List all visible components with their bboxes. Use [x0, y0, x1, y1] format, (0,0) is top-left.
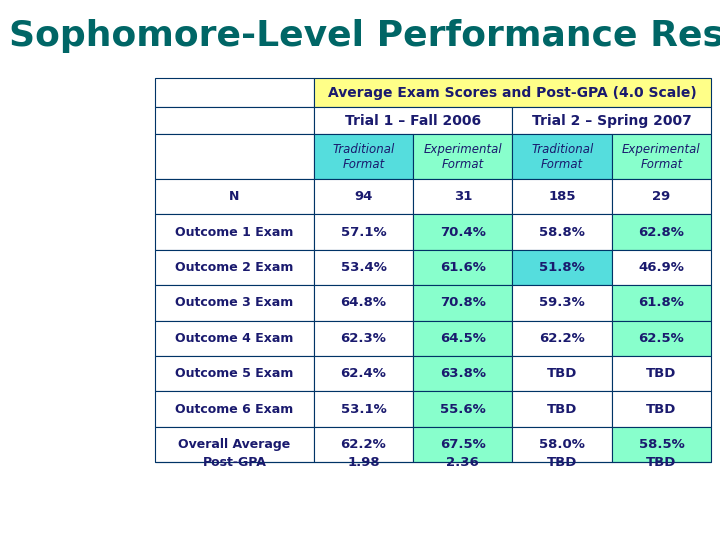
Text: Outcome 5 Exam: Outcome 5 Exam	[175, 367, 294, 380]
Text: 55.6%: 55.6%	[440, 403, 486, 416]
Text: 61.6%: 61.6%	[440, 261, 486, 274]
Text: 62.8%: 62.8%	[639, 226, 685, 239]
Text: TBD: TBD	[547, 456, 577, 469]
Text: TBD: TBD	[547, 367, 577, 380]
Text: 31: 31	[454, 190, 472, 203]
Text: 58.5%: 58.5%	[639, 438, 684, 451]
Text: Outcome 2 Exam: Outcome 2 Exam	[175, 261, 294, 274]
Text: Experimental
Format: Experimental Format	[423, 143, 502, 171]
Text: 51.8%: 51.8%	[539, 261, 585, 274]
Text: Experimental
Format: Experimental Format	[622, 143, 701, 171]
Text: Sophomore-Level Performance Results: Sophomore-Level Performance Results	[9, 19, 720, 53]
Text: 29: 29	[652, 190, 670, 203]
Text: 59.3%: 59.3%	[539, 296, 585, 309]
Text: Traditional
Format: Traditional Format	[333, 143, 395, 171]
Text: 70.8%: 70.8%	[440, 296, 486, 309]
Text: Outcome 4 Exam: Outcome 4 Exam	[175, 332, 294, 345]
Text: N: N	[229, 190, 240, 203]
Text: Outcome 6 Exam: Outcome 6 Exam	[175, 403, 294, 416]
Text: 70.4%: 70.4%	[440, 226, 486, 239]
Text: Traditional
Format: Traditional Format	[531, 143, 593, 171]
Text: 62.5%: 62.5%	[639, 332, 684, 345]
Text: 64.8%: 64.8%	[341, 296, 387, 309]
Text: 2.36: 2.36	[446, 456, 480, 469]
Text: 58.8%: 58.8%	[539, 226, 585, 239]
Text: Overall Average: Overall Average	[178, 438, 290, 451]
Text: Average Exam Scores and Post-GPA (4.0 Scale): Average Exam Scores and Post-GPA (4.0 Sc…	[328, 86, 697, 100]
Text: 53.4%: 53.4%	[341, 261, 387, 274]
Text: 53.1%: 53.1%	[341, 403, 387, 416]
Text: 64.5%: 64.5%	[440, 332, 486, 345]
Text: 58.0%: 58.0%	[539, 438, 585, 451]
Text: 94: 94	[354, 190, 373, 203]
Text: 57.1%: 57.1%	[341, 226, 387, 239]
Text: TBD: TBD	[647, 367, 677, 380]
Text: 62.2%: 62.2%	[539, 332, 585, 345]
Text: 67.5%: 67.5%	[440, 438, 486, 451]
Text: 62.3%: 62.3%	[341, 332, 387, 345]
Text: Post-GPA: Post-GPA	[202, 456, 266, 469]
Text: TBD: TBD	[647, 456, 677, 469]
Text: Trial 1 – Fall 2006: Trial 1 – Fall 2006	[345, 114, 481, 128]
Text: 185: 185	[549, 190, 576, 203]
Text: TBD: TBD	[547, 403, 577, 416]
Text: TBD: TBD	[647, 403, 677, 416]
Text: Outcome 3 Exam: Outcome 3 Exam	[175, 296, 294, 309]
Text: 1.98: 1.98	[347, 456, 380, 469]
Text: 63.8%: 63.8%	[440, 367, 486, 380]
Text: Outcome 1 Exam: Outcome 1 Exam	[175, 226, 294, 239]
Text: 61.8%: 61.8%	[639, 296, 685, 309]
Text: Trial 2 – Spring 2007: Trial 2 – Spring 2007	[532, 114, 692, 128]
Text: 62.4%: 62.4%	[341, 367, 387, 380]
Text: 46.9%: 46.9%	[639, 261, 685, 274]
Text: 62.2%: 62.2%	[341, 438, 387, 451]
